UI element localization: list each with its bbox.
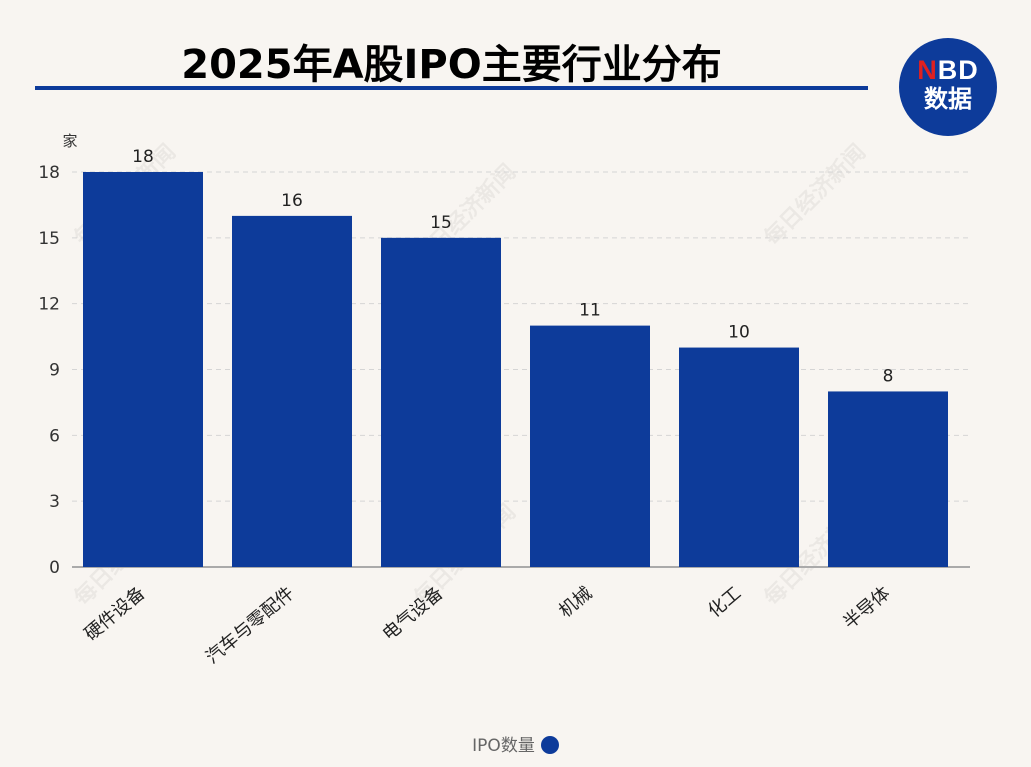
bar	[530, 325, 650, 567]
y-tick-label: 15	[38, 229, 60, 249]
logo-n: N	[917, 55, 938, 85]
x-tick-label: 化工	[704, 583, 745, 622]
y-tick-label: 9	[49, 361, 60, 381]
legend-label: IPO数量	[472, 736, 535, 756]
legend-swatch	[540, 736, 559, 754]
y-tick-label: 18	[38, 163, 60, 183]
data-label: 10	[728, 323, 750, 343]
bar	[381, 237, 501, 568]
y-tick-label: 12	[38, 295, 60, 315]
bar	[828, 391, 948, 567]
chart-title: 2025年A股IPO主要行业分布	[181, 42, 722, 88]
y-axis-unit: 家	[62, 132, 77, 150]
data-label: 11	[579, 301, 601, 321]
data-label: 16	[281, 191, 303, 211]
bar	[83, 172, 203, 567]
data-label: 18	[132, 147, 154, 167]
bar	[679, 347, 799, 567]
x-tick-label: 半导体	[839, 583, 894, 634]
x-tick-label: 汽车与零配件	[202, 583, 298, 669]
data-label: 8	[883, 366, 894, 386]
nbd-logo: NBD 数据	[899, 38, 997, 136]
y-tick-label: 3	[49, 492, 60, 512]
logo-text: 数据	[924, 85, 972, 113]
legend: IPO数量	[0, 731, 1031, 756]
logo-bd: BD	[937, 55, 979, 85]
bar	[232, 215, 352, 567]
y-tick-label: 0	[49, 558, 60, 578]
title-underline	[35, 86, 868, 90]
x-tick-label: 机械	[555, 583, 596, 622]
data-label: 15	[430, 213, 452, 233]
y-tick-label: 6	[49, 426, 60, 446]
watermark: 每日经济新闻	[759, 139, 871, 251]
